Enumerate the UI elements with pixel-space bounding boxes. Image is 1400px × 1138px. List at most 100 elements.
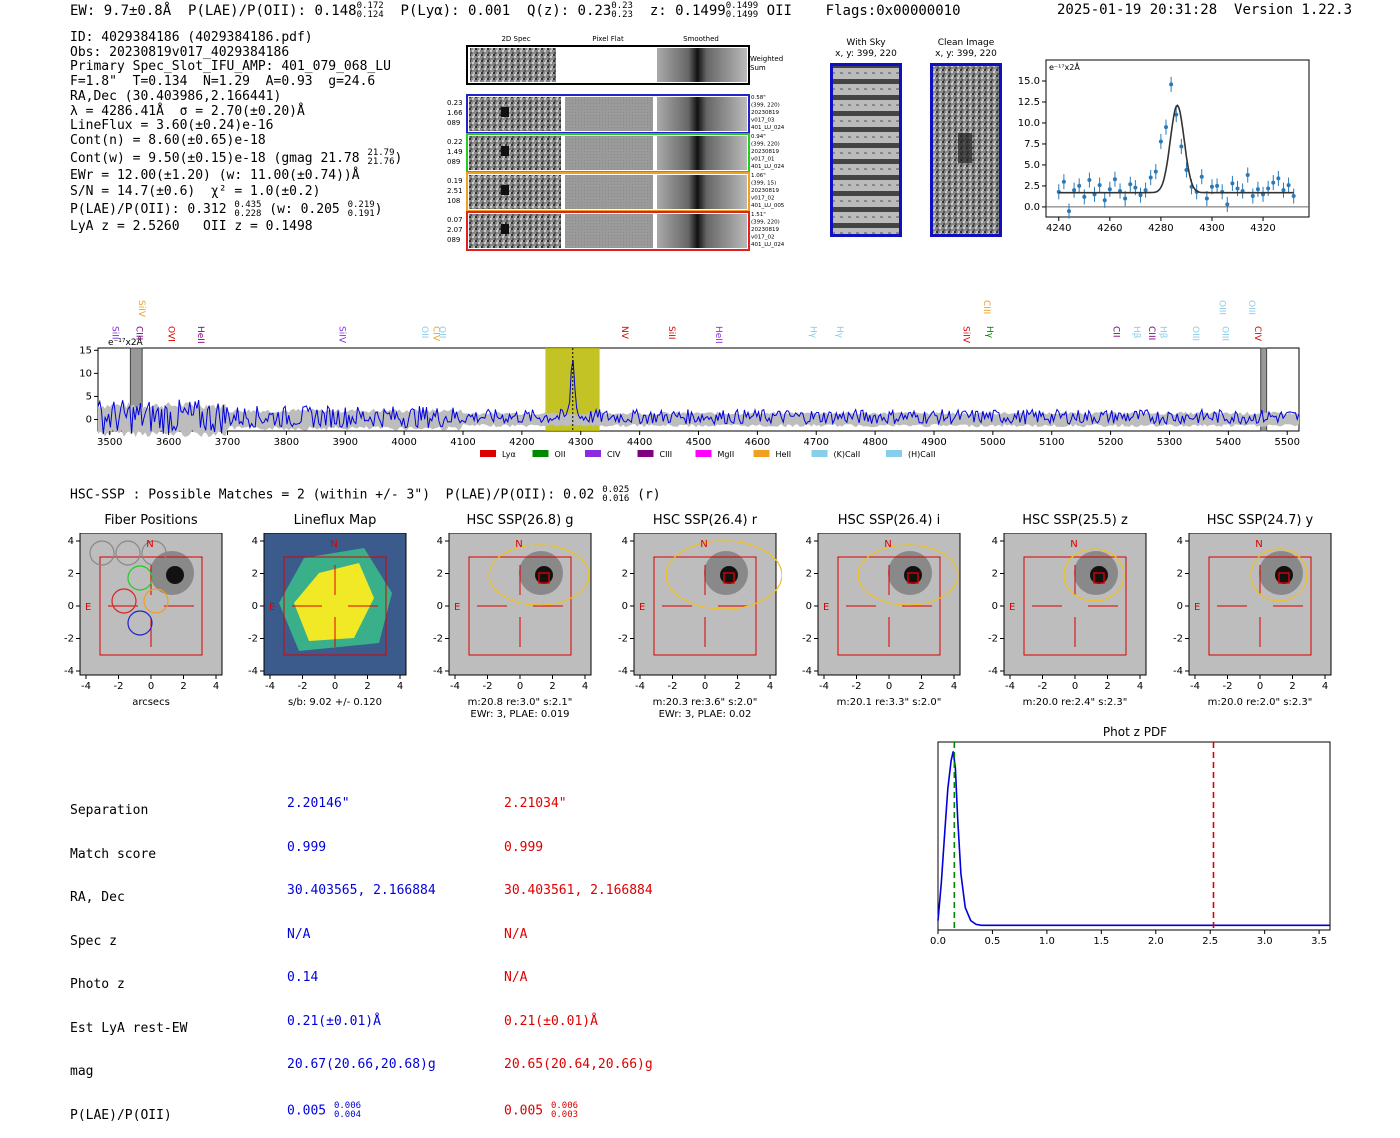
hsc-panel-title: HSC SSP(25.5) z <box>1022 513 1128 528</box>
clean-title: Clean Image x, y: 399, 220 <box>928 38 1004 60</box>
spec-legend-swatch <box>637 450 654 457</box>
fit-y-tick-label: 5.0 <box>1024 160 1040 171</box>
spec-legend-label: OII <box>555 450 566 459</box>
hsc-y-tick-label: 2 <box>622 569 628 580</box>
hsc-x-tick-label: 4 <box>767 681 773 692</box>
hsc-caption-line1: s/b: 9.02 +/- 0.120 <box>287 697 383 708</box>
detection-info: ID: 4029384186 (4029384186.pdf) Obs: 202… <box>70 30 402 235</box>
info-line: EWr = 12.00(±1.20) (w: 11.00(±0.74))Å <box>70 167 360 183</box>
cutout-row-right-label: 401_LU_005 <box>751 203 785 209</box>
hsc-panel-image: N E -4 -4 -2 -2 0 0 2 2 4 4 <box>433 533 592 692</box>
spec-legend-label: (K)CaII <box>834 450 861 459</box>
compass-e: E <box>85 602 91 613</box>
hsc-x-tick-label: 0 <box>148 681 154 692</box>
cutout-row-right-label: 20230819 <box>751 188 779 194</box>
hsc-x-tick-label: -4 <box>1005 681 1015 692</box>
hsc-title-hi: 0.025 <box>602 485 630 495</box>
aperture-ellipse <box>1063 548 1125 602</box>
pdf-title: Phot z PDF <box>1103 725 1167 739</box>
hsc-x-tick-label: 0 <box>517 681 523 692</box>
header-qz: Q(z): 0.23 <box>526 3 612 19</box>
spec-masked-region <box>1260 347 1268 432</box>
cutout-flat-image <box>565 136 653 170</box>
fit-y-tick-label: 10.0 <box>1018 118 1040 129</box>
spec-line-label: CIV <box>431 326 441 342</box>
spec-line-label: CIV <box>1252 326 1262 342</box>
fit-point <box>1133 185 1138 190</box>
aperture-box <box>837 556 941 656</box>
fit-point <box>1291 194 1296 199</box>
spec-x-tick-label: 3900 <box>333 437 358 448</box>
hsc-panel-frame <box>79 533 223 676</box>
hsc-x-tick-label: 4 <box>1137 681 1143 692</box>
cutout-row-right-label: v017_02 <box>751 235 775 241</box>
hsc-y-tick-label: 0 <box>806 601 812 612</box>
aperture-ellipse <box>665 540 782 610</box>
cutout-row-right-label: v017_01 <box>751 157 775 163</box>
spec-legend-label: Lyα <box>502 450 516 459</box>
hsc-x-tick-label: 2 <box>734 681 740 692</box>
hsc-y-tick-label: -4 <box>618 666 628 677</box>
fit-point <box>1077 183 1082 188</box>
fit-point <box>1281 188 1286 193</box>
plae-w: (w: 0.205 <box>269 202 340 218</box>
hsc-title-end: (r) <box>637 487 661 503</box>
fit-x-tick-label: 4320 <box>1250 223 1275 234</box>
withsky-label: With Sky <box>846 38 886 48</box>
fit-point <box>1184 167 1189 172</box>
hsc-y-tick-label: -4 <box>1173 666 1183 677</box>
hsc-caption-line1: m:20.3 re:3.6" s:2.0" <box>652 697 758 708</box>
hsc-panel-image: N E -4 -4 -2 -2 0 0 2 2 4 4 <box>988 533 1147 692</box>
match-marker <box>538 572 550 584</box>
cutout-panel: 2D Spec Pixel Flat Smoothed Weighted Sum… <box>447 35 785 251</box>
fit-point <box>1102 198 1107 203</box>
match-col1-value: 0.14 <box>287 970 319 985</box>
pdf-frame <box>937 741 1331 931</box>
hsc-y-tick-label: 2 <box>437 569 443 580</box>
spec-line-label: HeII <box>713 326 723 344</box>
hsc-caption-line2: EWr: 3, PLAE: 0.019 <box>470 709 570 720</box>
cutout-line-signal <box>501 224 509 234</box>
hsc-x-tick-label: 2 <box>1104 681 1110 692</box>
match-col1-value: N/A <box>287 926 311 942</box>
galaxy-core <box>904 566 922 584</box>
hsc-panel-title: Lineflux Map <box>293 513 377 528</box>
galaxy-core <box>1090 566 1108 584</box>
pdf-x-tick-label: 0.0 <box>930 936 946 947</box>
spec-legend-label: CIV <box>607 450 621 459</box>
match-label: P(LAE)/P(OII) <box>70 1107 172 1123</box>
fiber-circle <box>89 540 115 566</box>
spec-legend-label: MgII <box>718 450 735 459</box>
hsc-x-tick-label: 4 <box>951 681 957 692</box>
hsc-x-tick-label: -4 <box>635 681 645 692</box>
hsc-panel-caption: m:20.3 re:3.6" s:2.0" EWr: 3, PLAE: 0.02 <box>614 697 796 721</box>
cutout-row-right-label: 20230819 <box>751 227 779 233</box>
hsc-y-tick-label: 0 <box>252 601 258 612</box>
match-label: Photo z <box>70 977 125 992</box>
match-marker <box>907 572 919 584</box>
hsc-x-tick-label: -4 <box>265 681 275 692</box>
cutout-row-right-label: 0.58" <box>751 95 766 101</box>
match-label: Separation <box>70 803 149 818</box>
match-col1-value: 0.21(±0.01)Å <box>287 1013 381 1029</box>
galaxy-core <box>166 566 184 584</box>
hsc-x-tick-label: -2 <box>852 681 862 692</box>
fit-point <box>1138 193 1143 198</box>
fit-point <box>1179 144 1184 149</box>
withsky-image <box>830 63 902 237</box>
hsc-y-tick-label: 4 <box>622 536 628 547</box>
spec-line-label: Hβ <box>1158 326 1168 339</box>
hsc-panel-image: N E -4 -4 -2 -2 0 0 2 2 4 4 <box>618 533 782 692</box>
header-version: Version 1.22.3 <box>1234 2 1353 18</box>
cutout-flat-image <box>565 175 653 209</box>
fit-point <box>1266 186 1271 191</box>
hsc-caption-line1: m:20.0 re:2.0" s:2.3" <box>1207 697 1313 708</box>
cutout-row-right-label: (399, 15) <box>751 181 776 187</box>
contw-text: Cont(w) = 9.50(±0.15)e-18 (gmag 21.78 <box>70 150 360 166</box>
fit-point <box>1204 196 1209 201</box>
match-col1-plae: 0.005 0.006 0.004 <box>287 1101 436 1120</box>
hsc-panel-frame <box>817 533 961 676</box>
cutout-2d-image <box>469 175 561 209</box>
header-qz-lo: 0.23 <box>611 10 633 20</box>
fiber-circle <box>111 588 137 614</box>
